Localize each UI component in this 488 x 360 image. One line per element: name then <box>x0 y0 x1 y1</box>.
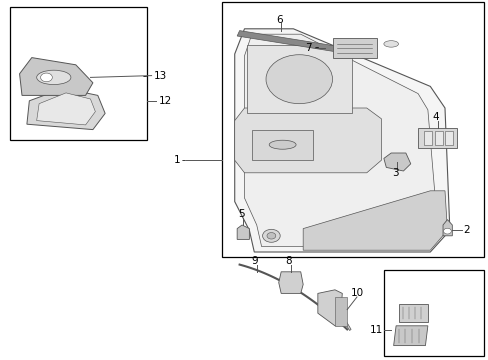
Polygon shape <box>37 93 95 125</box>
Polygon shape <box>434 131 442 145</box>
Text: –: – <box>142 72 146 81</box>
Polygon shape <box>278 272 303 293</box>
Polygon shape <box>398 304 427 322</box>
Circle shape <box>262 229 280 242</box>
Polygon shape <box>442 220 451 236</box>
Polygon shape <box>332 38 376 58</box>
Text: 2: 2 <box>463 225 469 235</box>
Text: –: – <box>181 156 185 165</box>
Text: 5: 5 <box>237 209 244 219</box>
Polygon shape <box>234 29 449 252</box>
Ellipse shape <box>37 70 71 85</box>
Ellipse shape <box>383 41 398 47</box>
Circle shape <box>443 228 450 234</box>
Polygon shape <box>393 326 427 346</box>
Polygon shape <box>383 153 410 171</box>
Polygon shape <box>303 191 447 250</box>
Polygon shape <box>317 290 342 326</box>
Polygon shape <box>343 320 350 330</box>
Text: 7: 7 <box>305 42 311 53</box>
Text: 8: 8 <box>285 256 292 266</box>
Circle shape <box>266 233 275 239</box>
Text: 11: 11 <box>369 325 382 335</box>
Text: 13: 13 <box>153 71 166 81</box>
Polygon shape <box>237 31 351 54</box>
Text: 4: 4 <box>431 112 438 122</box>
Text: 6: 6 <box>275 15 282 25</box>
Polygon shape <box>423 131 431 145</box>
Polygon shape <box>445 131 452 145</box>
Polygon shape <box>246 45 351 113</box>
Ellipse shape <box>268 140 295 149</box>
Polygon shape <box>27 88 105 130</box>
Text: –: – <box>314 43 318 52</box>
Polygon shape <box>20 58 93 95</box>
Bar <box>222 2 483 257</box>
Circle shape <box>265 55 332 104</box>
Bar <box>383 270 483 356</box>
Text: 10: 10 <box>350 288 364 298</box>
Polygon shape <box>244 34 437 247</box>
Polygon shape <box>251 130 312 160</box>
Polygon shape <box>234 108 381 173</box>
Polygon shape <box>334 297 346 326</box>
Text: 9: 9 <box>251 256 258 266</box>
Text: 12: 12 <box>158 96 171 106</box>
Text: 3: 3 <box>391 168 398 178</box>
Circle shape <box>41 73 52 82</box>
Polygon shape <box>417 128 456 148</box>
Text: 1: 1 <box>173 155 180 165</box>
Bar <box>10 7 146 140</box>
Polygon shape <box>237 225 249 239</box>
